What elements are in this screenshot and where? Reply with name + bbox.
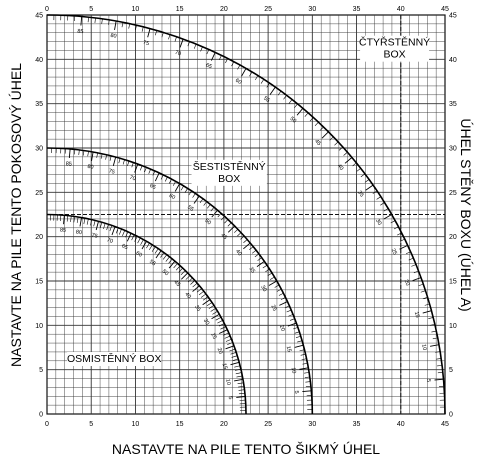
- y-tick-label-right: 30: [449, 146, 457, 153]
- scale-degree-label: 85: [65, 161, 72, 168]
- y-tick-label-right: 20: [449, 234, 457, 241]
- y-tick-label-right: 10: [449, 323, 457, 330]
- y-axis-title-right: ÚHEL STĚNY BOXU (ÚHEL A): [458, 118, 474, 311]
- x-tick-label-top: 30: [308, 6, 316, 13]
- scale-degree-label: 80: [75, 229, 82, 236]
- x-tick-label-bottom: 40: [397, 421, 405, 428]
- y-tick-label-right: 15: [449, 279, 457, 286]
- y-tick-label-left: 35: [35, 101, 43, 108]
- y-tick-label-left: 20: [35, 234, 43, 241]
- scale-degree-label: 5: [227, 396, 233, 400]
- scale-degree-label: 85: [60, 227, 67, 234]
- scale-degree-label: 80: [87, 164, 94, 171]
- y-tick-label-left: 10: [35, 323, 43, 330]
- x-tick-label-bottom: 45: [441, 421, 449, 428]
- box-label: BOX: [218, 173, 240, 185]
- y-tick-label-right: 40: [449, 57, 457, 64]
- box-label: BOX: [383, 49, 405, 61]
- scale-degree-label: 10: [420, 344, 427, 351]
- x-tick-label-bottom: 25: [264, 421, 272, 428]
- y-tick-label-right: 5: [449, 367, 453, 374]
- scale-degree-label: 10: [290, 367, 297, 374]
- y-tick-label-right: 25: [449, 190, 457, 197]
- y-tick-label-left: 45: [35, 13, 43, 20]
- scale-degree-label: 10: [224, 379, 231, 386]
- x-tick-label-bottom: 15: [176, 421, 184, 428]
- box-label: ČTYŘSTĚNNÝ: [359, 36, 430, 49]
- x-tick-label-bottom: 5: [89, 421, 93, 428]
- y-tick-label-left: 0: [39, 412, 43, 419]
- x-tick-label-top: 20: [220, 6, 228, 13]
- scale-degree-label: 5: [293, 390, 299, 394]
- x-tick-label-bottom: 35: [353, 421, 361, 428]
- x-tick-label-top: 25: [264, 6, 272, 13]
- y-tick-label-right: 35: [449, 101, 457, 108]
- scale-degree-label: 85: [77, 29, 84, 36]
- box-label: ŠESTISTĚNNÝ: [193, 160, 266, 173]
- y-tick-label-left: 25: [35, 190, 43, 197]
- y-axis-title-left: NASTAVTE NA PILE TENTO POKOSOVÝ ÚHEL: [8, 63, 24, 367]
- x-tick-label-bottom: 20: [220, 421, 228, 428]
- x-tick-label-top: 5: [89, 6, 93, 13]
- x-tick-label-top: 35: [353, 6, 361, 13]
- scale-degree-label: 80: [110, 33, 117, 40]
- y-tick-label-left: 15: [35, 279, 43, 286]
- y-tick-label-right: 0: [449, 412, 453, 419]
- x-axis-title: NASTAVTE NA PILE TENTO ŠIKMÝ ÚHEL: [112, 441, 380, 457]
- scale-degree-label: 5: [425, 379, 431, 383]
- y-tick-label-left: 5: [39, 367, 43, 374]
- x-tick-label-bottom: 0: [45, 421, 49, 428]
- y-tick-label-left: 30: [35, 146, 43, 153]
- y-tick-label-left: 40: [35, 57, 43, 64]
- x-tick-label-top: 45: [441, 6, 449, 13]
- x-tick-label-top: 0: [45, 6, 49, 13]
- x-tick-label-top: 40: [397, 6, 405, 13]
- y-tick-label-right: 45: [449, 13, 457, 20]
- box-label: OSMISTĚNNÝ BOX: [67, 352, 162, 365]
- x-tick-label-top: 10: [132, 6, 140, 13]
- x-tick-label-top: 15: [176, 6, 184, 13]
- x-tick-label-bottom: 10: [132, 421, 140, 428]
- x-tick-label-bottom: 30: [308, 421, 316, 428]
